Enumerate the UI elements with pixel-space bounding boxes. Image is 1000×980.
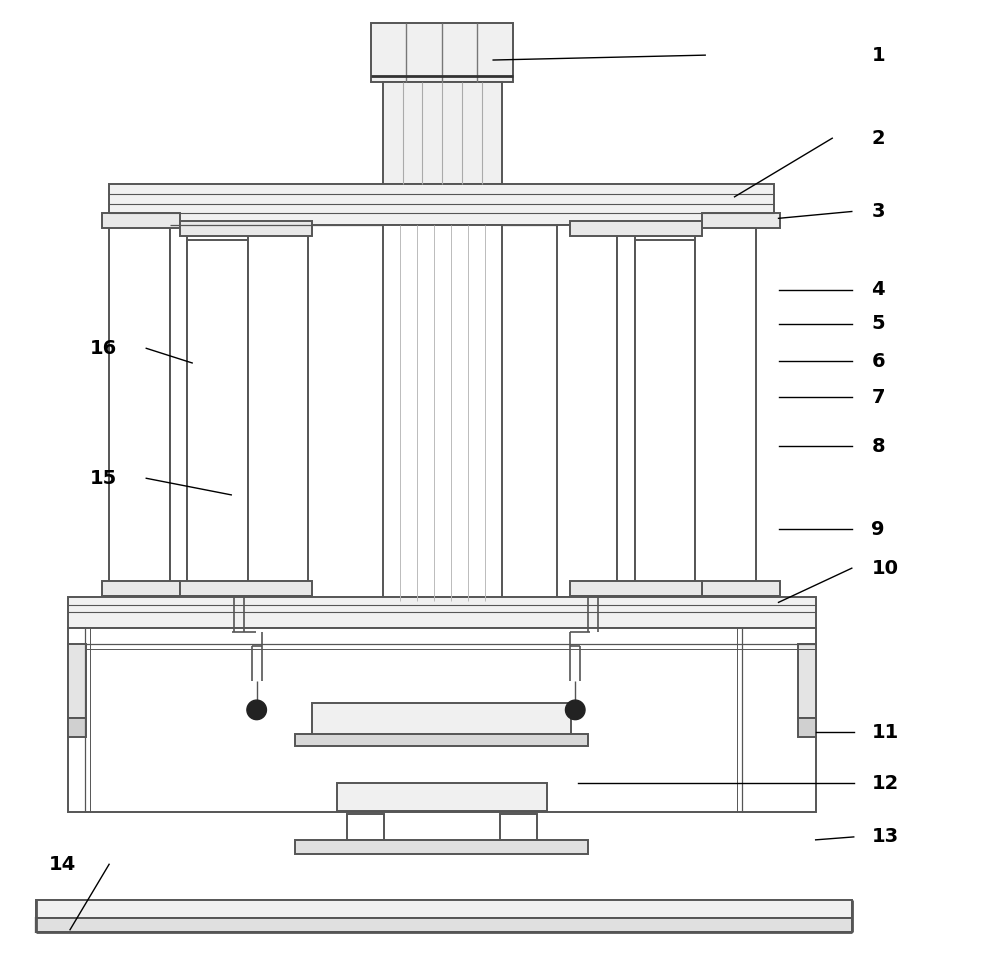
Bar	[180, 221, 312, 236]
Bar	[109, 225, 170, 597]
Text: 5: 5	[871, 315, 885, 333]
Circle shape	[565, 700, 585, 719]
Text: 9: 9	[871, 519, 885, 539]
Bar	[295, 734, 588, 746]
Bar	[180, 581, 312, 596]
Bar	[702, 596, 780, 606]
Bar	[702, 214, 780, 228]
Bar	[187, 240, 248, 587]
Bar	[180, 596, 312, 606]
Text: 3: 3	[871, 202, 885, 221]
Bar	[371, 23, 513, 81]
Bar	[570, 581, 702, 596]
Bar	[68, 597, 816, 628]
Bar	[570, 596, 702, 606]
Bar	[635, 240, 695, 587]
Bar	[102, 581, 180, 596]
Bar	[570, 221, 702, 236]
Bar	[557, 225, 617, 597]
Bar	[347, 814, 384, 840]
Bar	[295, 840, 588, 854]
Text: 16: 16	[90, 339, 117, 358]
Bar	[170, 225, 187, 597]
Bar	[695, 225, 756, 597]
Bar	[68, 628, 816, 811]
Bar	[312, 703, 571, 740]
Bar	[798, 717, 816, 737]
Text: 7: 7	[871, 388, 885, 407]
Bar	[617, 225, 635, 597]
Text: 15: 15	[90, 468, 117, 488]
Bar	[170, 225, 187, 597]
Bar	[617, 225, 635, 597]
Bar	[383, 81, 502, 184]
Text: 8: 8	[871, 436, 885, 456]
Circle shape	[247, 700, 266, 719]
Polygon shape	[312, 746, 571, 783]
Bar	[187, 240, 248, 587]
Polygon shape	[36, 918, 68, 932]
Text: 4: 4	[871, 280, 885, 299]
Bar	[102, 214, 180, 228]
Bar	[68, 645, 86, 717]
Bar	[102, 596, 180, 606]
Bar	[500, 814, 537, 840]
Bar	[248, 225, 308, 597]
Bar	[109, 225, 170, 597]
Bar	[383, 225, 502, 602]
Bar	[798, 645, 816, 717]
Text: 14: 14	[49, 855, 76, 874]
Text: 6: 6	[871, 352, 885, 370]
Text: 12: 12	[871, 773, 899, 793]
Bar	[695, 225, 756, 597]
Bar	[635, 240, 695, 587]
Text: 10: 10	[871, 559, 898, 577]
Bar	[557, 225, 617, 597]
Text: 1: 1	[871, 46, 885, 65]
Bar	[109, 184, 774, 225]
Text: 13: 13	[871, 827, 898, 847]
Bar	[702, 581, 780, 596]
Polygon shape	[827, 918, 852, 932]
Text: 11: 11	[871, 723, 899, 742]
Bar	[36, 901, 852, 918]
Bar	[68, 717, 86, 737]
Bar	[248, 225, 308, 597]
Text: 2: 2	[871, 128, 885, 148]
Bar	[337, 783, 547, 810]
Bar	[36, 918, 852, 932]
